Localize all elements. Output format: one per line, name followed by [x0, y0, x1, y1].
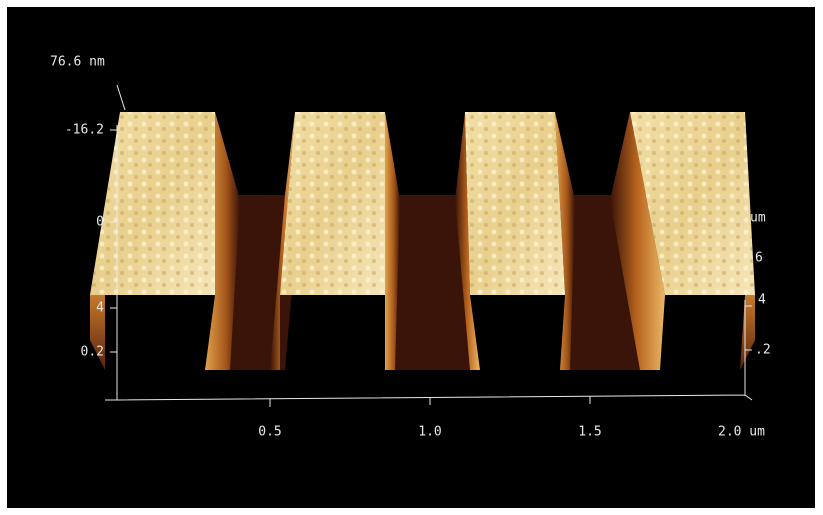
z-max-label: 76.6 nm: [50, 55, 105, 70]
x-axis-label: 2.0 um: [718, 425, 765, 440]
left-axis-label: -16.2: [65, 123, 104, 138]
left-axis-label: 0.2: [81, 345, 104, 360]
right-axis-label: 4: [758, 293, 766, 308]
left-axis-label: 4: [96, 301, 104, 316]
right-axis-label: .2: [755, 343, 771, 358]
right-axis-label: um: [750, 211, 766, 226]
x-axis-label: 1.0: [418, 425, 441, 440]
ridges: [90, 112, 755, 370]
x-axis-label: 0.5: [258, 425, 281, 440]
axes: [105, 84, 753, 407]
x-axis-label: 1.5: [578, 425, 601, 440]
right-axis-label: 6: [755, 251, 763, 266]
left-axis-label: 0: [96, 215, 104, 230]
